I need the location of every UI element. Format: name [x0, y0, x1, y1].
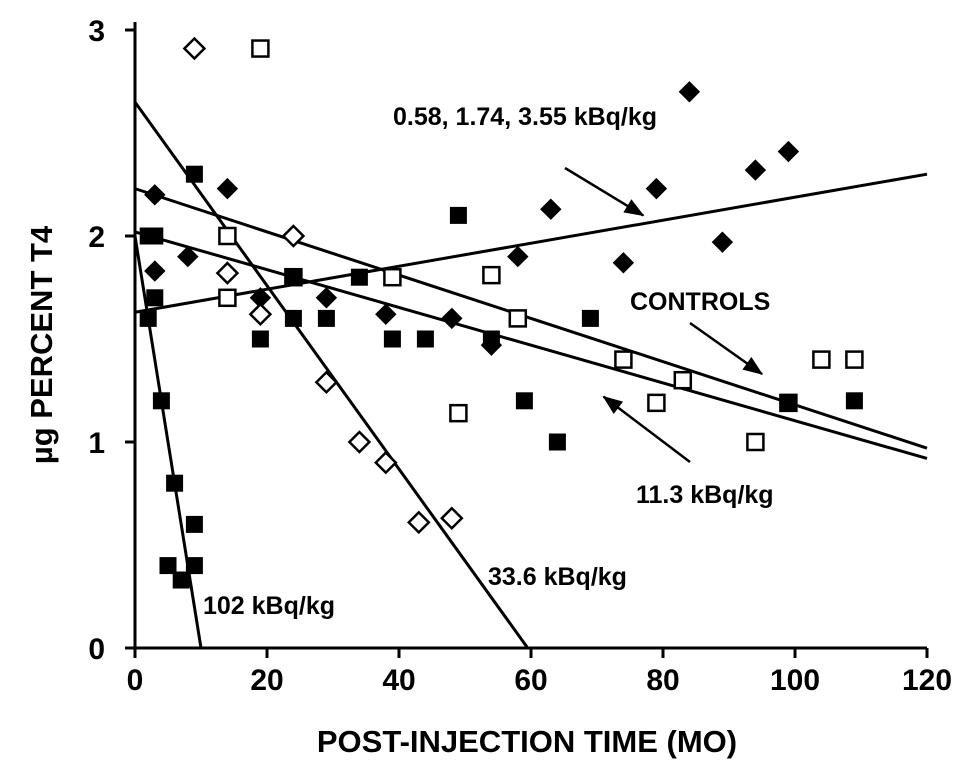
filled-square-point — [845, 392, 863, 410]
x-tick-label: 40 — [382, 664, 415, 697]
data-points — [139, 36, 864, 589]
filled-square-point — [185, 515, 203, 533]
open-square-point — [508, 309, 528, 328]
filled-diamond-point — [144, 184, 166, 206]
x-tick-label: 120 — [902, 664, 952, 697]
filled-square-point — [251, 330, 269, 348]
filled-diamond-point — [612, 252, 635, 274]
open-diamond-point — [314, 370, 339, 395]
open-square-point — [251, 39, 270, 58]
annotation-label: 11.3 kBq/kg — [636, 481, 774, 509]
filled-diamond-point — [645, 177, 668, 200]
annotation-label: 0.58, 1.74, 3.55 kBq/kg — [393, 103, 657, 131]
open-square-point — [746, 432, 765, 452]
filled-diamond-point — [441, 307, 463, 330]
filled-diamond-point — [315, 287, 338, 309]
y-tick-label: 3 — [88, 15, 105, 48]
open-square-point — [673, 370, 693, 390]
filled-square-point — [449, 206, 467, 224]
filled-square-point — [284, 309, 302, 327]
open-square-point — [647, 393, 666, 413]
open-square-point — [845, 350, 864, 369]
regression-line — [133, 235, 203, 649]
regression-line — [134, 172, 928, 314]
open-diamond-point — [215, 261, 240, 285]
filled-diamond-point — [216, 177, 239, 200]
arrowhead — [623, 199, 645, 217]
filled-diamond-point — [540, 198, 562, 220]
annotation-label: 102 kBq/kg — [203, 592, 335, 620]
open-square-point — [482, 265, 501, 285]
open-diamond-point — [281, 224, 306, 248]
filled-square-point — [146, 227, 164, 245]
open-square-point — [218, 226, 237, 246]
y-axis-title: µg PERCENT T4 — [24, 225, 59, 464]
x-tick-label: 20 — [250, 664, 283, 697]
filled-square-point — [383, 330, 401, 348]
x-tick-label: 60 — [514, 664, 547, 697]
filled-square-point — [548, 433, 566, 451]
x-tick-label: 100 — [770, 664, 820, 697]
annotation-label: CONTROLS — [630, 288, 770, 316]
filled-square-point — [581, 309, 599, 327]
filled-square-point — [284, 268, 302, 286]
arrowhead — [742, 357, 764, 375]
y-tick-label: 2 — [88, 221, 105, 254]
filled-square-point — [159, 557, 177, 575]
regression-line — [134, 230, 928, 460]
filled-square-point — [166, 474, 184, 492]
filled-square-point — [350, 268, 368, 286]
filled-square-point — [317, 309, 335, 327]
y-tick-label: 1 — [88, 427, 105, 460]
arrowhead — [602, 395, 624, 415]
filled-diamond-point — [375, 303, 397, 325]
filled-diamond-point — [744, 159, 767, 181]
filled-diamond-point — [777, 140, 800, 163]
open-diamond-point — [407, 510, 431, 535]
annotation-label: 33.6 kBq/kg — [488, 563, 627, 591]
open-square-point — [383, 267, 402, 287]
x-tick-label: 80 — [646, 664, 679, 697]
open-diamond-point — [374, 450, 398, 475]
x-axis-title: POST-INJECTION TIME (MO) — [317, 724, 737, 759]
filled-square-point — [482, 330, 500, 348]
x-tick-label: 0 — [127, 664, 144, 697]
annotations: 0.58, 1.74, 3.55 kBq/kg CONTROLS 11.3 kBq/… — [203, 103, 774, 620]
open-square-point — [449, 403, 468, 423]
filled-diamond-point — [144, 260, 166, 282]
filled-square-point — [172, 571, 190, 589]
y-tick-label: 0 — [88, 633, 105, 666]
open-square-point — [812, 350, 831, 369]
filled-square-point — [416, 330, 434, 348]
filled-diamond-point — [711, 231, 734, 253]
filled-square-point — [185, 557, 203, 575]
filled-square-point — [139, 309, 157, 327]
filled-diamond-point — [177, 245, 199, 268]
filled-square-point — [185, 165, 203, 183]
filled-square-point — [146, 289, 164, 307]
filled-diamond-point — [678, 81, 701, 103]
open-square-point — [218, 288, 237, 308]
filled-square-point — [515, 392, 533, 410]
filled-diamond-point — [507, 245, 529, 268]
open-diamond-point — [182, 36, 207, 61]
open-diamond-point — [347, 430, 372, 454]
open-square-point — [614, 350, 633, 369]
open-diamond-point — [440, 506, 464, 530]
regression-line — [133, 101, 529, 649]
filled-square-point — [152, 392, 170, 410]
filled-square-point — [779, 394, 797, 412]
open-diamond-point — [248, 302, 273, 327]
ticks: 0 20 40 60 80 100 120 0 1 2 3 — [88, 15, 952, 697]
